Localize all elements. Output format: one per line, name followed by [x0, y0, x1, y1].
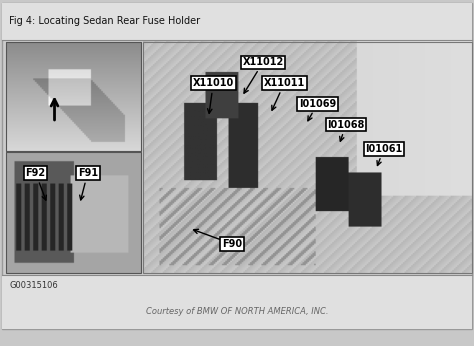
Text: X11012: X11012	[242, 57, 284, 67]
Bar	[143, 42, 472, 273]
Text: I01061: I01061	[365, 144, 402, 154]
Text: X11011: X11011	[264, 78, 305, 88]
Text: I01069: I01069	[299, 99, 336, 109]
Text: F91: F91	[78, 168, 98, 178]
Bar	[2, 275, 472, 329]
Text: F92: F92	[26, 168, 46, 178]
Text: Courtesy of BMW OF NORTH AMERICA, INC.: Courtesy of BMW OF NORTH AMERICA, INC.	[146, 307, 328, 316]
Text: Fig 4: Locating Sedan Rear Fuse Holder: Fig 4: Locating Sedan Rear Fuse Holder	[9, 17, 201, 26]
Text: G00315106: G00315106	[9, 281, 58, 290]
Text: I01068: I01068	[328, 120, 365, 129]
Bar	[6, 42, 141, 151]
Text: F90: F90	[222, 239, 242, 249]
Bar	[2, 3, 472, 40]
Text: X11010: X11010	[192, 78, 234, 88]
Bar	[6, 152, 141, 273]
